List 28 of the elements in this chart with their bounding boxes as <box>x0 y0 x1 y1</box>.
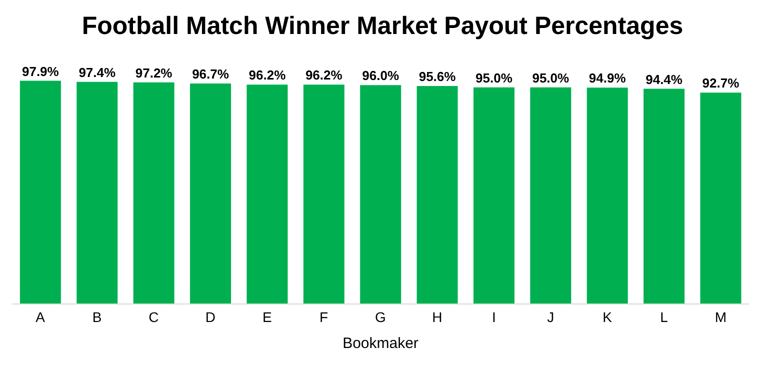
data-label: 96.7% <box>192 66 230 82</box>
chart-title: Football Match Winner Market Payout Percentages <box>80 11 684 42</box>
data-label: 94.9% <box>588 70 626 86</box>
data-label: 97.2% <box>135 65 173 80</box>
data-label: 92.7% <box>702 76 740 91</box>
data-label: 96.0% <box>362 68 400 84</box>
data-label: 96.2% <box>248 68 286 83</box>
x-axis-title: Bookmaker <box>342 335 418 352</box>
x-tick-label: H <box>432 308 442 325</box>
data-label: 96.2% <box>305 68 343 83</box>
x-tick-label: L <box>660 308 668 325</box>
x-tick-label: G <box>375 308 386 325</box>
x-tick-label: J <box>547 308 554 325</box>
data-label: 94.4% <box>646 72 683 87</box>
x-tick-label: A <box>36 308 46 325</box>
x-tick-label: F <box>320 308 328 325</box>
x-tick-label: K <box>602 308 613 325</box>
x-tick-label: I <box>492 308 496 325</box>
x-tick-label: C <box>148 308 159 325</box>
data-label: 97.9% <box>22 64 60 79</box>
data-label: 97.4% <box>78 64 116 80</box>
data-label: 95.6% <box>418 69 456 84</box>
x-tick-label: E <box>262 308 272 325</box>
x-tick-label: D <box>205 308 216 325</box>
x-tick-label: B <box>92 308 102 325</box>
x-tick-label: M <box>714 308 726 325</box>
data-label: 95.0% <box>532 70 570 86</box>
data-label: 95.0% <box>476 70 513 86</box>
